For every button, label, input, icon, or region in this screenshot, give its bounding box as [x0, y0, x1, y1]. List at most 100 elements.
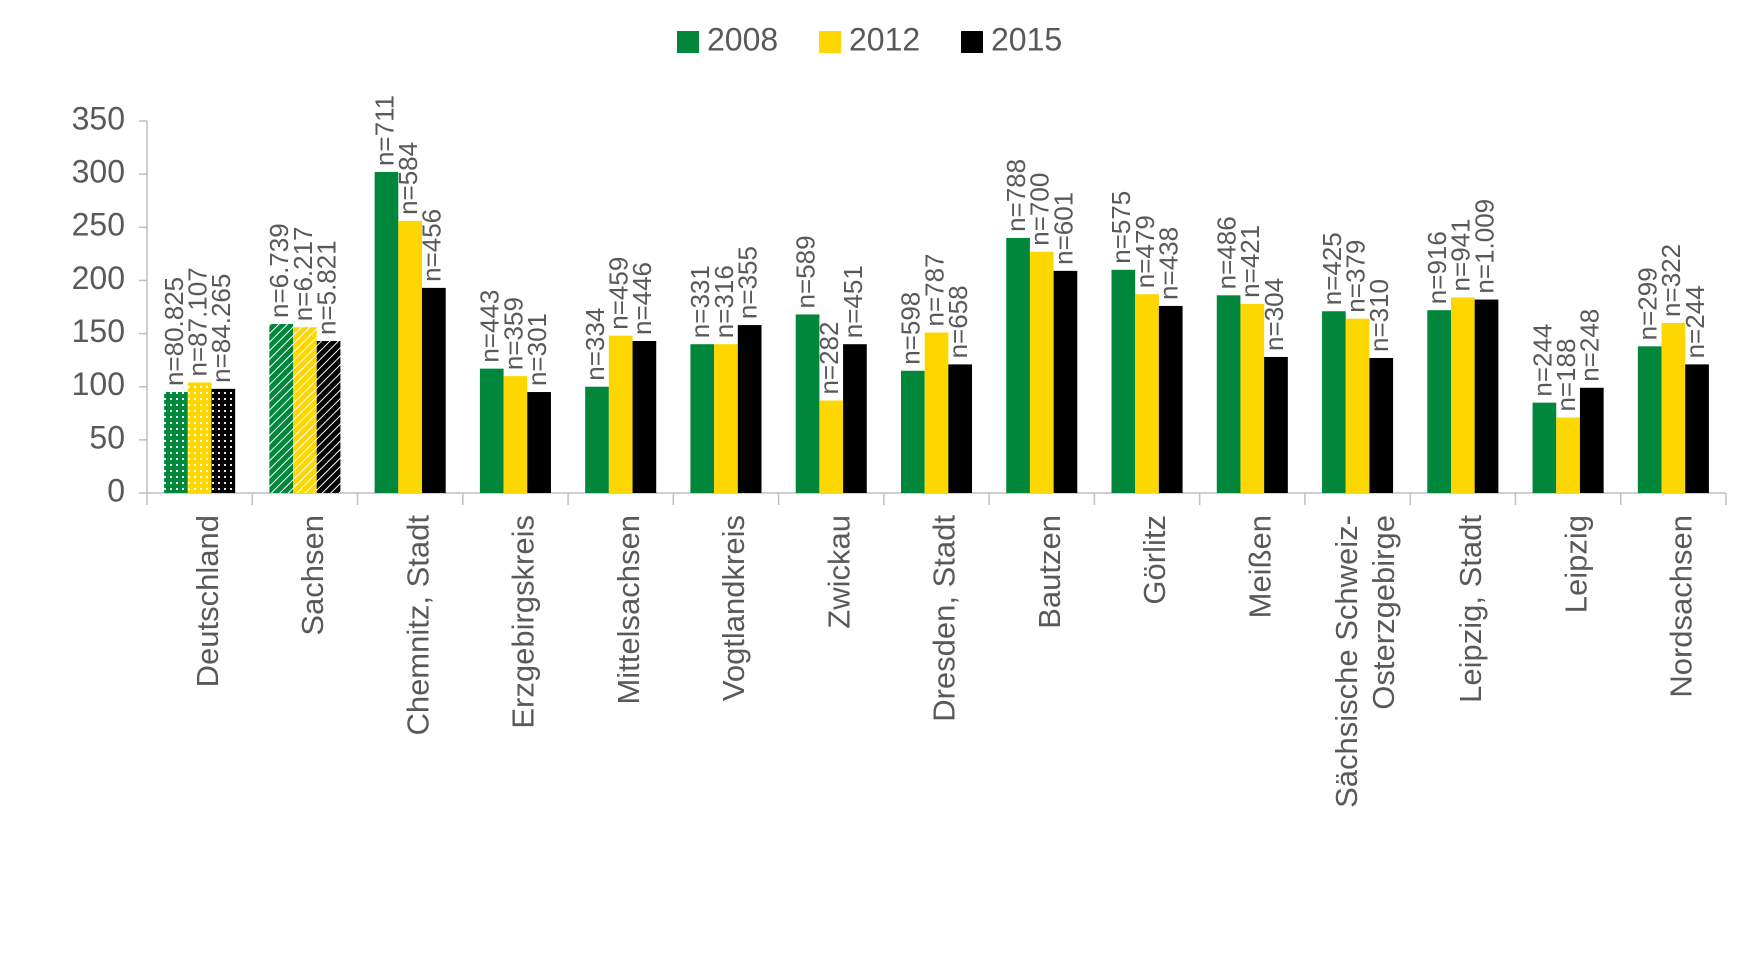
- value-annotation: n=310: [1364, 279, 1394, 352]
- bar: [819, 400, 844, 493]
- value-annotation: n=601: [1048, 192, 1078, 265]
- value-annotation: n=700: [1025, 173, 1055, 246]
- value-annotation: n=916: [1422, 231, 1452, 304]
- bar: [1474, 299, 1499, 493]
- bar: [1450, 297, 1475, 493]
- bar: [608, 335, 633, 493]
- bar: [714, 344, 738, 493]
- bar: [398, 220, 423, 493]
- value-annotation: n=598: [896, 292, 926, 365]
- bar: [1532, 402, 1557, 493]
- x-tick-label: Sächsische Schweiz-Osterzgebirge: [1329, 515, 1401, 808]
- bar: [422, 287, 446, 493]
- bar: [1135, 294, 1159, 493]
- bar: [1029, 251, 1054, 493]
- value-annotation: n=787: [919, 253, 949, 326]
- x-tick-label: Zwickau: [821, 515, 856, 629]
- x-tick-label: Görlitz: [1137, 515, 1172, 605]
- value-annotation: n=584: [393, 142, 423, 215]
- x-tick-label: Erzgebirgskreis: [506, 515, 541, 729]
- y-tick-label: 100: [72, 366, 125, 402]
- bar: [1006, 237, 1030, 493]
- bar: [585, 386, 609, 493]
- bar: [1637, 346, 1662, 493]
- value-annotation: n=282: [814, 322, 844, 395]
- bar: [948, 364, 973, 493]
- value-annotation: n=451: [838, 265, 868, 338]
- bar: [1345, 318, 1370, 493]
- bar: [479, 368, 504, 493]
- value-annotation: n=301: [522, 313, 552, 386]
- bar: [1556, 417, 1580, 493]
- value-annotation: n=80.825: [159, 277, 189, 386]
- bar: [164, 392, 188, 493]
- bar: [1240, 303, 1265, 493]
- value-annotation: n=456: [417, 209, 447, 282]
- value-annotation: n=84.265: [206, 274, 236, 383]
- value-annotation: n=1.009: [1469, 199, 1499, 294]
- bar: [843, 344, 867, 493]
- value-annotation: n=711: [369, 95, 399, 166]
- bar: [187, 382, 212, 493]
- bar: [1053, 270, 1078, 493]
- bar: [374, 172, 399, 493]
- bar: [503, 376, 528, 493]
- legend-label: 2012: [849, 21, 920, 57]
- value-annotation: n=359: [498, 297, 528, 370]
- x-tick-label: Leipzig, Stadt: [1453, 515, 1488, 703]
- legend-swatch: [677, 31, 699, 53]
- bar: [1579, 387, 1604, 493]
- y-tick-label: 300: [72, 154, 125, 190]
- value-annotation: n=421: [1235, 225, 1265, 298]
- value-annotation: n=446: [627, 262, 657, 335]
- x-tick-label: Meißen: [1242, 515, 1277, 618]
- value-annotation: n=244: [1680, 285, 1710, 358]
- value-annotation: n=331: [685, 265, 715, 338]
- value-annotation: n=322: [1656, 244, 1686, 317]
- value-annotation: n=299: [1633, 267, 1663, 340]
- y-tick-label: 150: [72, 313, 125, 349]
- bar: [527, 392, 551, 493]
- value-annotation: n=658: [943, 285, 973, 358]
- value-annotation: n=6.739: [264, 223, 294, 318]
- y-tick-label: 0: [107, 472, 125, 508]
- legend-swatch: [961, 31, 983, 53]
- bar: [1158, 305, 1183, 493]
- bar: [211, 388, 236, 493]
- bar: [1369, 358, 1394, 493]
- value-annotation: n=355: [733, 246, 763, 319]
- bar: [1427, 310, 1451, 493]
- bar: [690, 344, 715, 493]
- bar: [632, 341, 657, 493]
- value-annotation: n=575: [1106, 191, 1136, 264]
- y-tick-label: 250: [72, 207, 125, 243]
- value-annotation: n=248: [1575, 309, 1605, 382]
- legend-swatch: [819, 31, 841, 53]
- bar: [900, 370, 925, 493]
- value-annotation: n=479: [1130, 215, 1160, 288]
- bar: [1216, 295, 1241, 493]
- value-annotation: n=334: [580, 308, 610, 381]
- bar: [737, 325, 762, 493]
- bar: [1111, 269, 1136, 493]
- value-annotation: n=316: [709, 265, 739, 338]
- x-tick-label: Nordsachsen: [1664, 515, 1699, 698]
- bar: [1264, 356, 1288, 493]
- x-tick-label: Bautzen: [1032, 515, 1067, 629]
- value-annotation: n=6.217: [288, 226, 318, 321]
- value-annotation: n=87.107: [183, 267, 213, 376]
- value-annotation: n=941: [1446, 218, 1476, 291]
- value-annotation: n=788: [1001, 159, 1031, 232]
- bar: [269, 324, 294, 493]
- legend-label: 2015: [991, 21, 1062, 57]
- bar: [293, 327, 317, 493]
- value-annotation: n=304: [1259, 278, 1289, 351]
- value-annotation: n=486: [1211, 216, 1241, 289]
- x-tick-label: Vogtlandkreis: [716, 515, 751, 701]
- bar: [316, 341, 341, 493]
- value-annotation: n=443: [475, 290, 505, 363]
- bar: [795, 314, 820, 493]
- value-annotation: n=379: [1340, 240, 1370, 313]
